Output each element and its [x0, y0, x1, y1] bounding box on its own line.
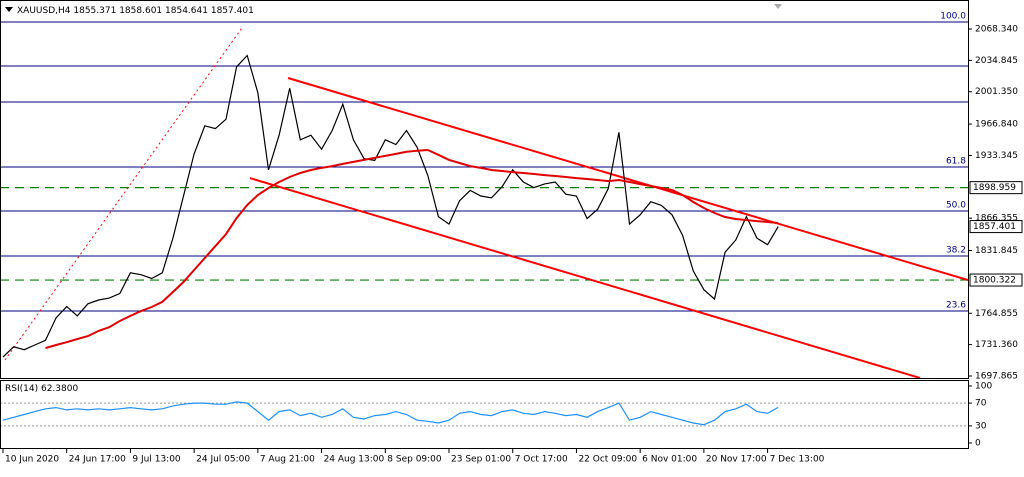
scroll-icon[interactable] — [774, 4, 782, 9]
open: 1855.371 — [73, 6, 116, 16]
y-tick-label: 1764.855 — [975, 309, 1018, 319]
rsi-current: 62.3800 — [41, 384, 78, 394]
trend-line — [249, 177, 921, 378]
x-tick-label: 6 Nov 01:00 — [642, 455, 697, 465]
x-tick-label: 24 Aug 13:00 — [324, 455, 385, 465]
price-line — [2, 401, 779, 426]
moving-average — [45, 148, 779, 350]
support-label-box — [969, 181, 1023, 195]
support-label-box — [969, 273, 1023, 287]
x-tick-label: 23 Sep 01:00 — [451, 455, 511, 465]
y-tick-label: 1933.345 — [975, 151, 1018, 161]
fib-label: 23.6 — [946, 301, 966, 311]
x-tick-label: 8 Sep 09:00 — [387, 455, 442, 465]
rsi-y-tick-label: 0 — [975, 438, 981, 448]
y-tick-label: 1697.865 — [975, 372, 1018, 382]
symbol: XAUUSD,H4 — [17, 6, 71, 16]
x-tick-label: 9 Jul 13:00 — [132, 455, 181, 465]
y-tick-label: 1866.355 — [975, 214, 1018, 224]
rsi-header: RSI(14) 62.3800 — [5, 384, 78, 394]
high: 1858.601 — [119, 6, 162, 16]
fib-label: 38.2 — [946, 245, 966, 255]
x-tick-label: 24 Jul 05:00 — [196, 455, 250, 465]
price-label-box — [969, 220, 1023, 234]
x-tick-label: 22 Oct 09:00 — [578, 455, 637, 465]
fib-label: 100.0 — [940, 12, 966, 22]
y-tick-label: 2034.845 — [975, 56, 1018, 66]
x-tick-label: 7 Oct 17:00 — [515, 455, 568, 465]
x-tick-label: 10 Jun 2020 — [5, 455, 59, 465]
x-tick-label: 20 Nov 17:00 — [706, 455, 767, 465]
x-tick-label: 24 Jun 17:00 — [69, 455, 126, 465]
y-tick-label: 1731.360 — [975, 340, 1018, 350]
close: 1857.401 — [211, 6, 254, 16]
price-label: 1857.401 — [973, 222, 1016, 232]
y-tick-label: 2068.340 — [975, 24, 1018, 34]
menu-triangle[interactable] — [5, 7, 13, 12]
price-line — [2, 54, 779, 358]
trend-line — [287, 77, 968, 282]
x-tick-label: 7 Dec 13:00 — [770, 455, 825, 465]
y-tick-label: 1966.840 — [975, 120, 1018, 130]
fib-label: 50.0 — [946, 201, 966, 211]
rsi-plot — [1, 401, 968, 427]
y-tick-label: 1831.845 — [975, 246, 1018, 256]
header: XAUUSD,H4 1855.371 1858.601 1854.641 185… — [17, 6, 254, 16]
main-plot — [1, 21, 968, 378]
rsi-y-tick-label: 30 — [975, 421, 987, 431]
labels: 100.0 61.8 50.0 38.2 23.6 2068.340 2034.845 200… — [2, 12, 1023, 465]
rsi-y-tick-label: 70 — [975, 399, 987, 409]
x-tick-label: 7 Aug 21:00 — [260, 455, 315, 465]
low: 1854.641 — [165, 6, 208, 16]
main-panel — [0, 0, 969, 379]
fib-label: 61.8 — [946, 157, 966, 167]
support-label: 1898.959 — [973, 183, 1016, 193]
y-tick-label: 2001.350 — [975, 87, 1018, 97]
rsi-title: RSI(14) — [5, 384, 38, 394]
rsi-y-tick-label: 100 — [975, 381, 992, 391]
support-label: 1800.322 — [973, 276, 1016, 286]
